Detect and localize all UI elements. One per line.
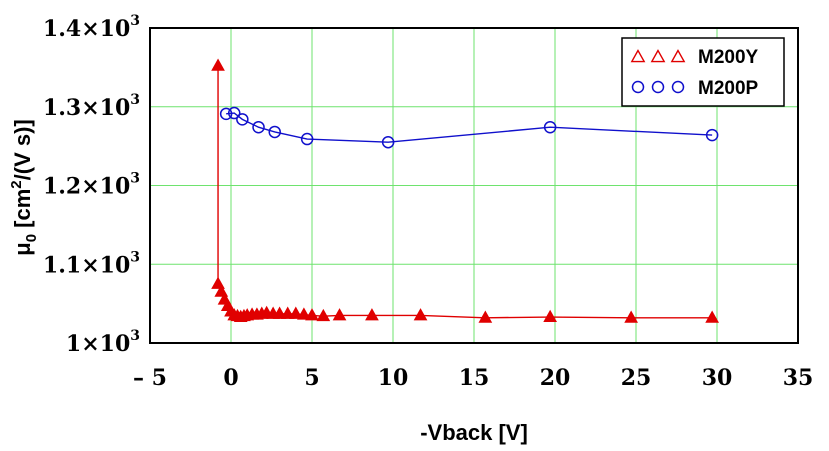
legend-marker-M200P-0 bbox=[631, 80, 645, 94]
legend-label-M200Y: M200Y bbox=[698, 47, 759, 68]
data-point-M200P-5 bbox=[300, 132, 314, 146]
data-point-M200Y-19 bbox=[297, 307, 311, 320]
data-point-M200Y-18 bbox=[288, 306, 303, 319]
y-axis-label-subscript: 0 bbox=[23, 234, 40, 242]
data-point-M200P-7 bbox=[543, 120, 557, 134]
data-point-M200P-8 bbox=[705, 128, 719, 142]
y-tick-labels: 1×103 1.1×103 1.2×103 1.3×103 1.4×103 bbox=[43, 13, 140, 357]
y-axis-label: μ0 [cm2/(V s)] bbox=[8, 119, 40, 256]
series-M200Y bbox=[211, 58, 719, 323]
series-M200P bbox=[219, 106, 719, 149]
series-layer bbox=[211, 58, 719, 323]
y-tick-label-1: 1.1×103 bbox=[43, 249, 140, 278]
x-tick-label-8: 35 bbox=[783, 365, 814, 391]
data-point-M200P-1 bbox=[227, 106, 241, 120]
data-point-M200Y-27 bbox=[624, 310, 638, 323]
data-point-M200Y-25 bbox=[478, 310, 493, 323]
y-axis-label-unit-end: /(V s)] bbox=[10, 119, 35, 180]
legend-marker-M200P-1 bbox=[651, 80, 665, 94]
legend-marker-M200Y-0 bbox=[630, 49, 646, 63]
x-tick-label-0: – 5 bbox=[133, 365, 167, 391]
data-point-M200P-3 bbox=[252, 120, 265, 134]
x-axis-label: -Vback [V] bbox=[420, 420, 528, 445]
y-axis-label-symbol: μ bbox=[10, 242, 35, 255]
data-point-M200Y-26 bbox=[543, 309, 557, 322]
data-point-M200Y-24 bbox=[413, 308, 428, 321]
legend-label-M200P: M200P bbox=[698, 78, 759, 99]
x-tick-label-2: 5 bbox=[304, 365, 319, 391]
x-tick-label-3: 10 bbox=[378, 365, 409, 391]
legend: M200Y M200P bbox=[621, 37, 785, 107]
data-point-M200Y-21 bbox=[316, 308, 331, 322]
legend-box bbox=[621, 37, 785, 107]
x-tick-label-7: 30 bbox=[702, 365, 733, 391]
data-point-M200P-2 bbox=[236, 113, 249, 126]
y-axis-label-unit: [cm bbox=[10, 189, 35, 234]
x-tick-label-1: 0 bbox=[223, 365, 238, 391]
data-point-M200Y-20 bbox=[305, 308, 319, 321]
y-tick-label-4: 1.4×103 bbox=[43, 13, 140, 42]
legend-marker-M200P-2 bbox=[671, 80, 685, 94]
legend-marker-M200Y-1 bbox=[650, 49, 666, 63]
data-point-M200P-4 bbox=[268, 125, 281, 139]
data-point-M200P-0 bbox=[219, 107, 233, 121]
data-point-M200Y-28 bbox=[705, 310, 719, 323]
data-point-M200Y-22 bbox=[332, 308, 347, 321]
x-tick-label-4: 15 bbox=[459, 365, 490, 391]
legend-marker-M200Y-2 bbox=[670, 49, 686, 63]
data-point-M200P-6 bbox=[381, 135, 395, 149]
x-tick-label-6: 25 bbox=[621, 365, 652, 391]
y-axis-label-superscript: 2 bbox=[8, 180, 25, 188]
data-point-M200Y-23 bbox=[365, 308, 379, 321]
y-tick-label-2: 1.2×103 bbox=[43, 171, 140, 200]
y-tick-label-3: 1.3×103 bbox=[43, 92, 140, 121]
x-tick-labels: – 5 0 5 10 15 20 25 30 35 bbox=[133, 365, 813, 391]
plot-frame bbox=[149, 27, 799, 344]
data-point-M200Y-0 bbox=[211, 58, 225, 71]
series-line-M200P bbox=[226, 112, 713, 143]
y-tick-label-0: 1×103 bbox=[66, 328, 140, 357]
x-tick-label-5: 20 bbox=[540, 365, 571, 391]
